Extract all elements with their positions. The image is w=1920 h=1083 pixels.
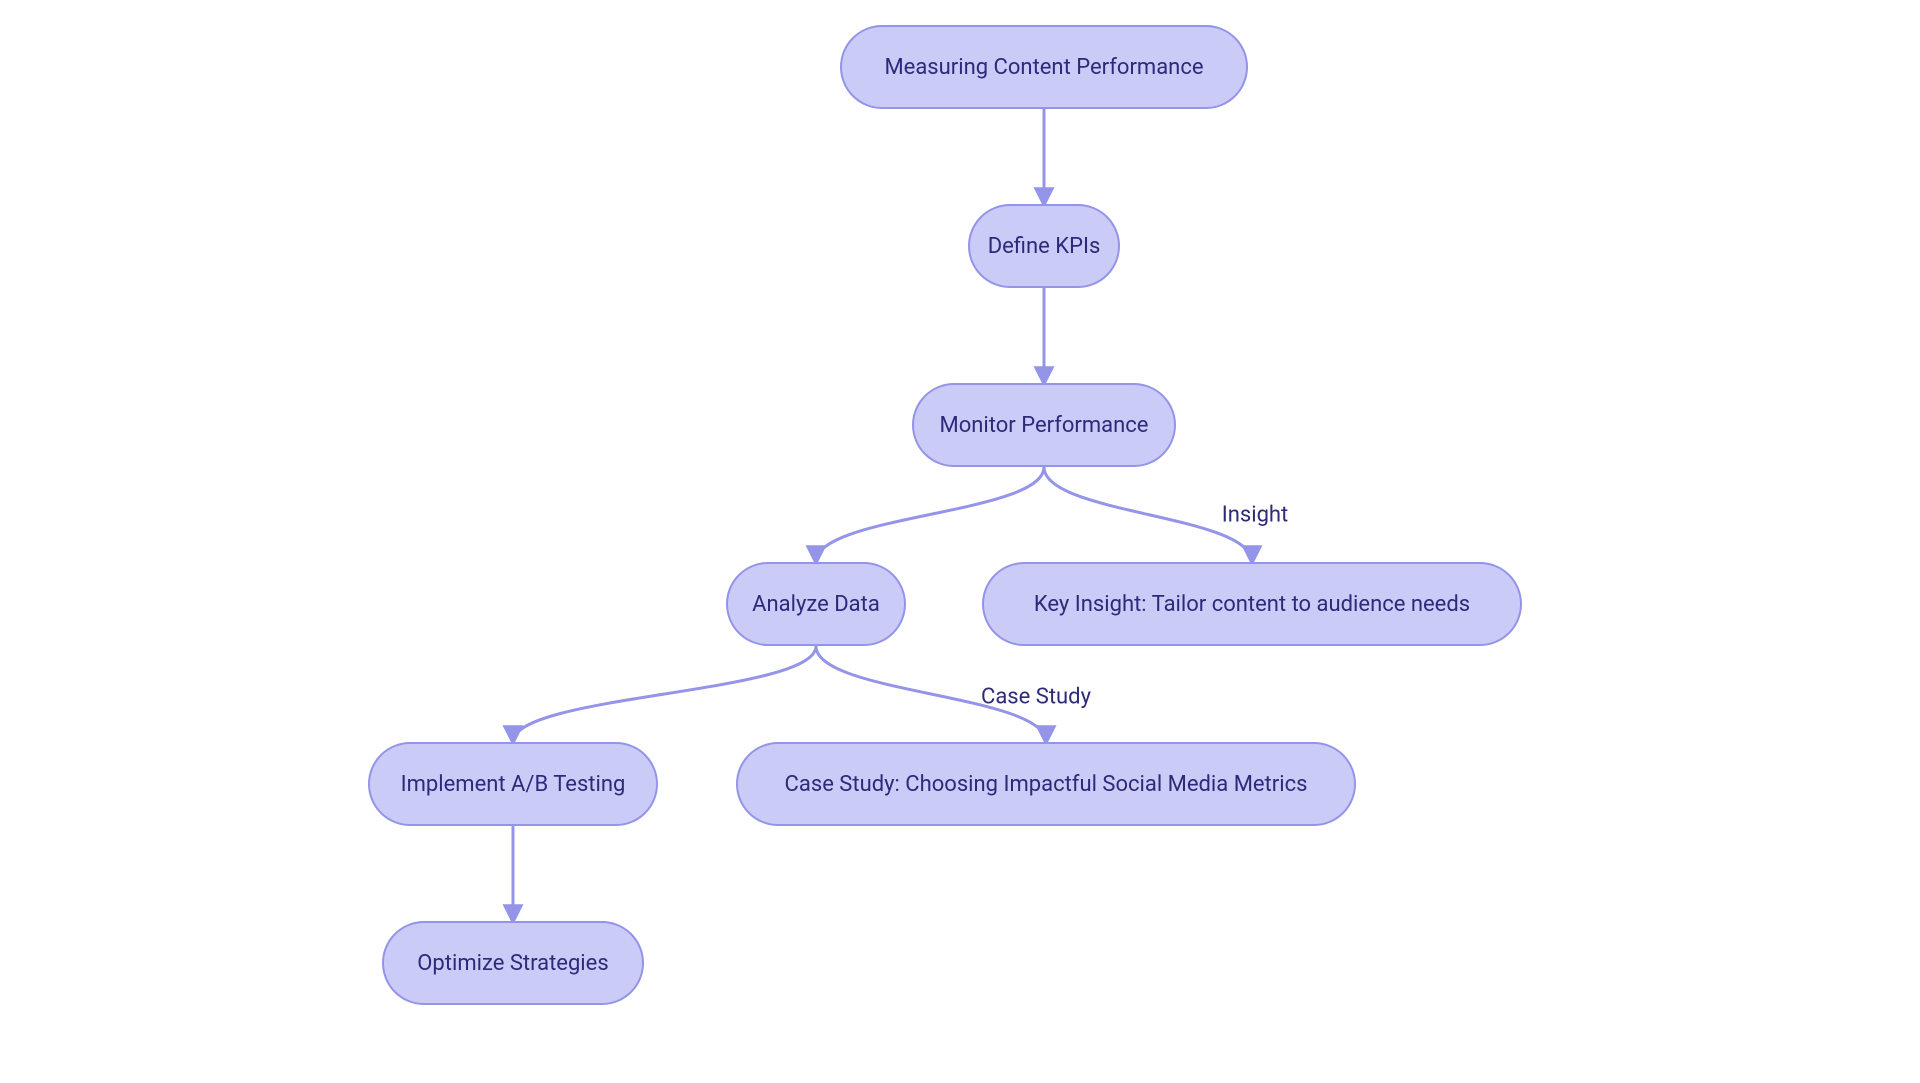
flow-edge	[513, 646, 816, 742]
flow-node-label: Optimize Strategies	[417, 951, 608, 976]
flow-node-label: Case Study: Choosing Impactful Social Me…	[785, 772, 1308, 797]
flow-node: Measuring Content Performance	[840, 25, 1248, 109]
flow-node-label: Implement A/B Testing	[401, 772, 626, 797]
flowchart-canvas: Measuring Content Performance Define KPIs…	[0, 0, 1920, 1083]
flow-node-label: Define KPIs	[988, 234, 1101, 259]
flow-node: Optimize Strategies	[382, 921, 644, 1005]
flow-node-label: Analyze Data	[752, 592, 880, 617]
flow-node-label: Measuring Content Performance	[884, 55, 1203, 80]
flow-node: Case Study: Choosing Impactful Social Me…	[736, 742, 1356, 826]
flow-node: Define KPIs	[968, 204, 1120, 288]
edges-layer	[0, 0, 1920, 1083]
flow-node-label: Monitor Performance	[940, 413, 1149, 438]
flow-edge-label: Insight	[1222, 503, 1289, 528]
flow-edge	[816, 467, 1044, 562]
flow-node: Monitor Performance	[912, 383, 1176, 467]
flow-node: Implement A/B Testing	[368, 742, 658, 826]
flow-edge-label: Case Study	[981, 685, 1091, 710]
flow-node: Key Insight: Tailor content to audience …	[982, 562, 1522, 646]
flow-node-label: Key Insight: Tailor content to audience …	[1034, 592, 1470, 617]
flow-node: Analyze Data	[726, 562, 906, 646]
